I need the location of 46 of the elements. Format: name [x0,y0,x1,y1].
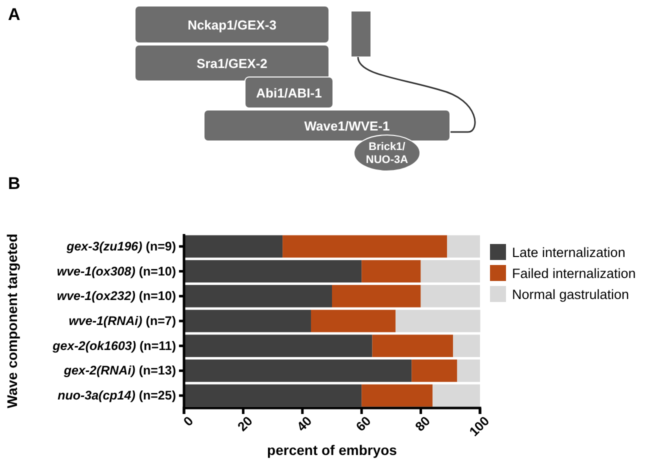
x-tick-label: 60 [352,413,374,434]
bar [184,260,362,282]
bar [184,235,283,258]
bar [184,310,311,332]
bar [362,260,421,282]
bar [432,384,480,407]
legend-label: Normal gastrulation [512,287,630,302]
bar [310,310,396,332]
bar [184,384,362,407]
text: Abi1/ABI-1 [256,86,322,100]
y-tick-label: gex-3(zu196) (n=9) [66,239,176,254]
y-tick-label: wve-1(RNAi) (n=7) [68,314,176,328]
x-tick-label: 100 [466,413,492,440]
x-axis-title: percent of embryos [267,442,398,458]
x-tick-label: 20 [234,413,256,434]
bar [420,260,480,282]
bar [420,284,480,308]
bar [332,284,421,308]
text: Brick1/ NUO-3A [366,141,408,166]
text: A [8,5,20,24]
y-tick-label: gex-2(RNAi) (n=13) [62,364,176,378]
text: Nckap1/GEX-3 [188,18,276,32]
bar [412,360,458,382]
legend-label: Failed internalization [512,266,636,281]
text: B [8,174,20,193]
y-axis-title: Wave component targeted [4,234,20,408]
bar [282,235,448,258]
bar [372,334,454,358]
bar [184,360,412,382]
y-tick-label: wve-1(ox232) (n=10) [56,289,176,304]
x-tick-label: 80 [412,413,433,434]
bar [184,284,332,308]
text: Sra1/GEX-2 [196,56,268,71]
y-tick-label: wve-1(ox308) (n=10) [56,264,176,278]
y-tick-label: gex-2(ok1603) (n=11) [52,338,176,353]
legend-label: Late internalization [512,245,626,260]
bar [457,360,480,382]
text: Wave1/WVE-1 [304,118,390,134]
x-tick-label: 0 [180,413,196,429]
bar [396,310,480,332]
bar [453,334,480,358]
bar [362,384,433,407]
bar [447,235,480,258]
y-tick-label: nuo-3a(cp14) (n=25) [58,388,176,403]
x-tick-label: 40 [294,413,315,434]
bar [184,334,372,358]
